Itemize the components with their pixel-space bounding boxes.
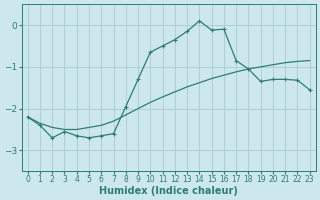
X-axis label: Humidex (Indice chaleur): Humidex (Indice chaleur) [99, 186, 238, 196]
